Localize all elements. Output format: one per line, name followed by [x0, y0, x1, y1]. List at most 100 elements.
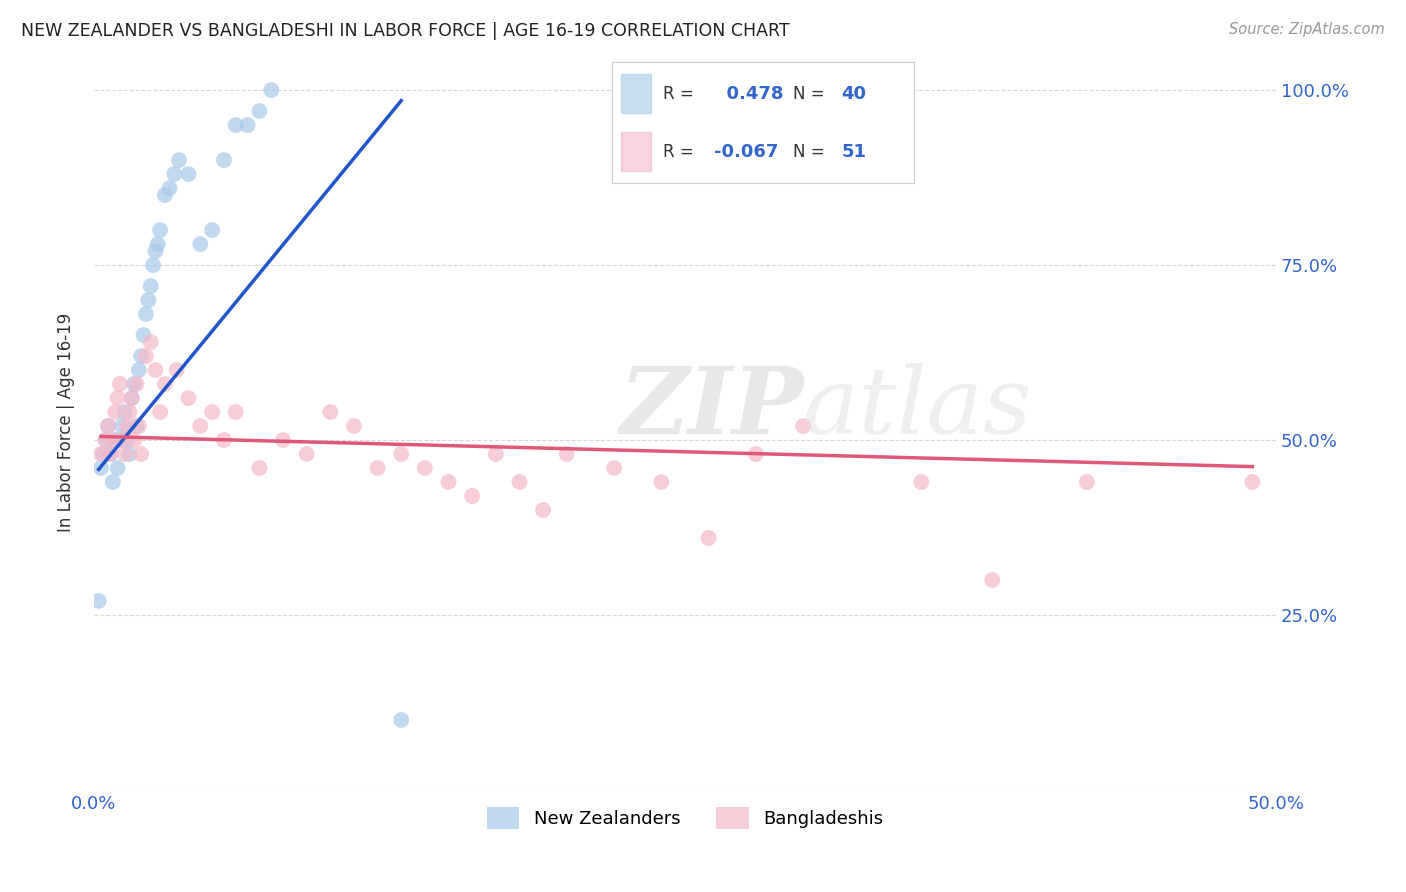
Point: [122, 433, 145, 447]
Text: atlas: atlas: [803, 363, 1032, 453]
Point: [121, 391, 143, 405]
Point: [128, 419, 150, 434]
Point: [136, 293, 159, 307]
Point: [225, 405, 247, 419]
Point: [212, 153, 235, 167]
Point: [149, 405, 172, 419]
Text: 40: 40: [841, 85, 866, 103]
Point: [167, 153, 190, 167]
Point: [792, 419, 814, 434]
Text: ZIP: ZIP: [619, 363, 803, 453]
Point: [1241, 475, 1264, 489]
Point: [104, 433, 127, 447]
Point: [114, 447, 136, 461]
Text: R =: R =: [664, 143, 693, 161]
Point: [603, 461, 626, 475]
Point: [650, 475, 672, 489]
Bar: [620, 75, 651, 113]
Point: [118, 405, 141, 419]
Point: [115, 433, 138, 447]
Point: [212, 433, 235, 447]
Point: [249, 104, 271, 119]
Point: [177, 391, 200, 405]
Point: [108, 433, 131, 447]
Point: [225, 118, 247, 132]
Text: N =: N =: [793, 143, 824, 161]
Text: 51: 51: [841, 143, 866, 161]
Text: Source: ZipAtlas.com: Source: ZipAtlas.com: [1229, 22, 1385, 37]
Point: [319, 405, 342, 419]
Point: [531, 503, 554, 517]
Point: [145, 244, 167, 258]
Point: [260, 83, 283, 97]
Point: [100, 447, 122, 461]
Point: [107, 391, 129, 405]
Point: [437, 475, 460, 489]
Point: [555, 447, 578, 461]
Point: [90, 461, 112, 475]
Point: [145, 363, 167, 377]
Point: [111, 433, 134, 447]
Point: [135, 307, 157, 321]
Point: [697, 531, 720, 545]
Point: [118, 447, 141, 461]
Point: [139, 334, 162, 349]
Legend: New Zealanders, Bangladeshis: New Zealanders, Bangladeshis: [479, 799, 890, 836]
Point: [343, 419, 366, 434]
Point: [271, 433, 294, 447]
Text: -0.067: -0.067: [714, 143, 779, 161]
Point: [389, 447, 412, 461]
Point: [485, 447, 508, 461]
Point: [94, 433, 117, 447]
Point: [114, 405, 136, 419]
Point: [188, 237, 211, 252]
Point: [129, 349, 152, 363]
Point: [367, 461, 389, 475]
Point: [129, 447, 152, 461]
Point: [111, 419, 134, 434]
Point: [153, 377, 176, 392]
Point: [132, 328, 155, 343]
Point: [108, 377, 131, 392]
Point: [249, 461, 271, 475]
Point: [87, 594, 110, 608]
Point: [97, 419, 120, 434]
Point: [461, 489, 484, 503]
Point: [128, 363, 150, 377]
Point: [163, 167, 186, 181]
Point: [107, 461, 129, 475]
Point: [121, 391, 143, 405]
Point: [910, 475, 932, 489]
Point: [981, 573, 1004, 587]
Y-axis label: In Labor Force | Age 16-19: In Labor Force | Age 16-19: [58, 313, 75, 533]
Point: [1076, 475, 1098, 489]
Point: [153, 188, 176, 202]
Point: [201, 405, 224, 419]
Point: [100, 447, 122, 461]
Point: [389, 713, 412, 727]
Text: NEW ZEALANDER VS BANGLADESHI IN LABOR FORCE | AGE 16-19 CORRELATION CHART: NEW ZEALANDER VS BANGLADESHI IN LABOR FO…: [21, 22, 790, 40]
Point: [201, 223, 224, 237]
Text: N =: N =: [793, 85, 824, 103]
Point: [745, 447, 768, 461]
Point: [94, 433, 117, 447]
Point: [236, 118, 259, 132]
Bar: [620, 132, 651, 171]
Point: [104, 405, 127, 419]
Point: [166, 363, 188, 377]
Point: [93, 447, 115, 461]
Point: [149, 223, 172, 237]
Text: 0.478: 0.478: [714, 85, 785, 103]
Point: [146, 237, 169, 252]
Point: [142, 258, 165, 272]
Point: [159, 181, 181, 195]
Point: [188, 419, 211, 434]
Point: [125, 377, 148, 392]
Point: [295, 447, 318, 461]
Point: [125, 419, 148, 434]
Point: [101, 433, 124, 447]
Point: [508, 475, 530, 489]
Point: [122, 377, 145, 392]
Point: [177, 167, 200, 181]
Point: [90, 447, 112, 461]
